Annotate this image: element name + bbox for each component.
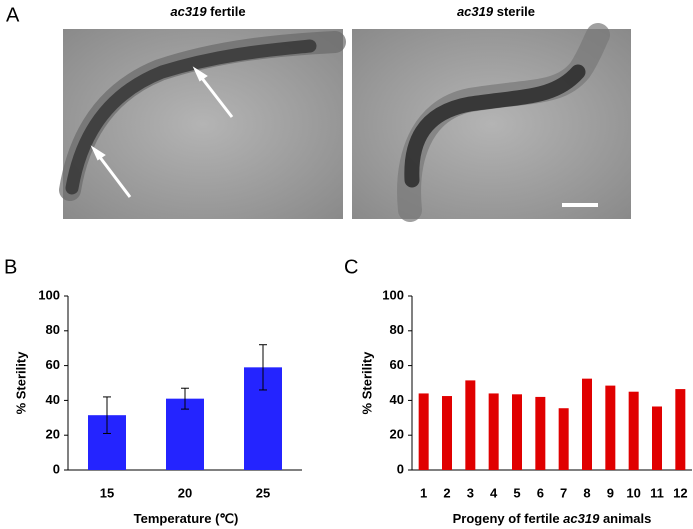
x-tick-label: 7 bbox=[560, 485, 567, 500]
y-tick-label: 100 bbox=[382, 287, 404, 302]
bar bbox=[418, 393, 429, 470]
x-tick-label: 15 bbox=[100, 485, 114, 500]
bar bbox=[628, 391, 639, 470]
title-part: sterile bbox=[493, 4, 535, 19]
bar bbox=[582, 378, 592, 470]
y-tick-label: 60 bbox=[390, 357, 404, 372]
y-tick-label: 20 bbox=[46, 427, 60, 442]
x-tick-label: 9 bbox=[607, 485, 614, 500]
panel-label: A bbox=[6, 4, 20, 26]
y-tick-label: 0 bbox=[397, 461, 404, 476]
label-part: ac319 bbox=[563, 511, 600, 526]
bar bbox=[465, 380, 476, 470]
micrograph bbox=[352, 23, 631, 222]
y-tick-label: 40 bbox=[390, 392, 404, 407]
label-part: Temperature (℃) bbox=[134, 511, 239, 526]
bar bbox=[442, 396, 452, 470]
bar bbox=[512, 394, 522, 470]
panel-label: C bbox=[344, 256, 358, 278]
image-title: ac319 fertile bbox=[170, 4, 245, 19]
y-axis-label: % Sterility bbox=[13, 351, 28, 415]
x-tick-label: 10 bbox=[626, 485, 640, 500]
label-part: animals bbox=[599, 511, 651, 526]
title-part: ac319 bbox=[457, 4, 494, 19]
bar bbox=[675, 389, 686, 470]
image-title: ac319 sterile bbox=[457, 4, 535, 19]
x-axis-label: Temperature (℃) bbox=[134, 511, 239, 526]
x-tick-label: 4 bbox=[490, 485, 498, 500]
panel-label: B bbox=[4, 256, 17, 278]
micrograph bbox=[59, 29, 346, 219]
x-axis-label: Progeny of fertile ac319 animals bbox=[453, 511, 652, 526]
bar bbox=[605, 385, 616, 470]
bar bbox=[535, 396, 546, 470]
y-tick-label: 100 bbox=[38, 287, 60, 302]
x-tick-label: 2 bbox=[443, 485, 450, 500]
y-tick-label: 40 bbox=[46, 392, 60, 407]
y-axis-label: % Sterility bbox=[359, 351, 374, 415]
y-tick-label: 60 bbox=[46, 357, 60, 372]
x-tick-label: 8 bbox=[583, 485, 590, 500]
title-part: ac319 bbox=[170, 4, 207, 19]
x-tick-label: 25 bbox=[256, 485, 270, 500]
bar bbox=[488, 393, 499, 470]
title-part: fertile bbox=[207, 4, 246, 19]
x-tick-label: 3 bbox=[467, 485, 474, 500]
x-tick-label: 11 bbox=[650, 485, 664, 500]
y-tick-label: 20 bbox=[390, 427, 404, 442]
y-tick-label: 0 bbox=[53, 461, 60, 476]
x-tick-label: 20 bbox=[178, 485, 192, 500]
bar bbox=[652, 406, 662, 470]
y-tick-label: 80 bbox=[46, 322, 60, 337]
bar bbox=[166, 398, 204, 470]
y-tick-label: 80 bbox=[390, 322, 404, 337]
x-tick-label: 5 bbox=[513, 485, 520, 500]
x-tick-label: 6 bbox=[537, 485, 544, 500]
x-tick-label: 1 bbox=[420, 485, 427, 500]
x-tick-label: 12 bbox=[673, 485, 687, 500]
label-part: Progeny of fertile bbox=[453, 511, 564, 526]
bar bbox=[558, 408, 569, 470]
